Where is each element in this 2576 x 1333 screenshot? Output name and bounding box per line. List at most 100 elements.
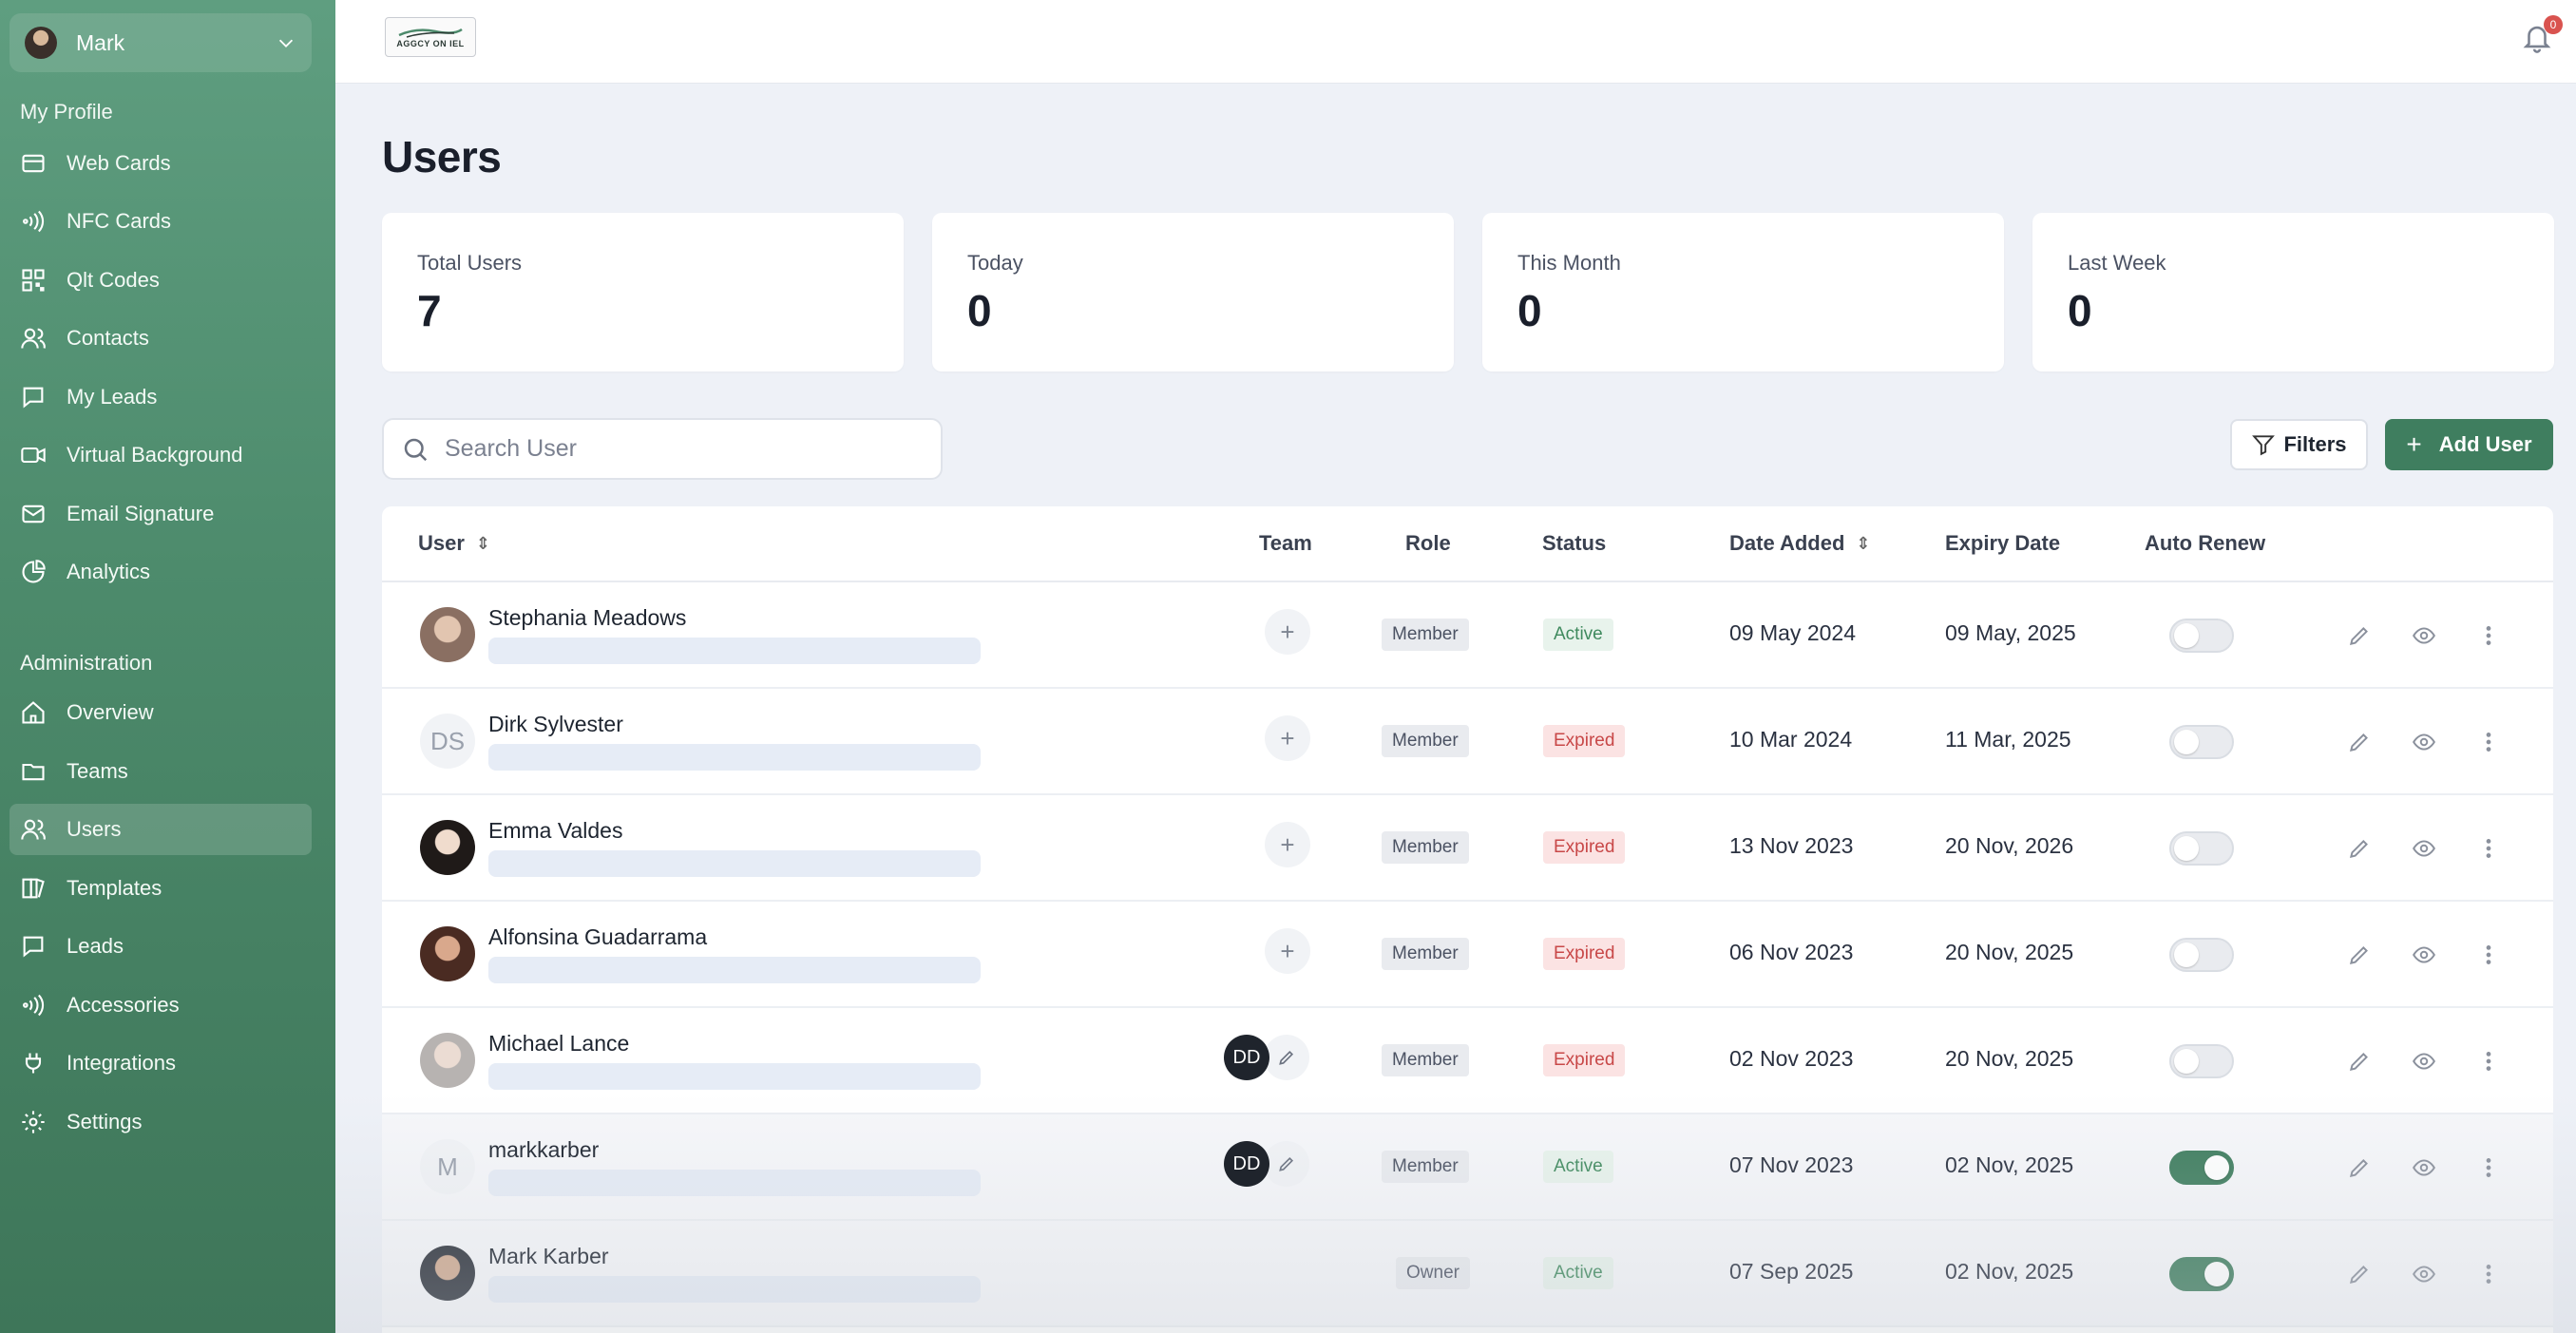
profile-switcher[interactable]: Mark: [10, 13, 312, 72]
mail-icon: [19, 500, 48, 528]
team-chip[interactable]: DD: [1224, 1141, 1269, 1187]
add-team-button[interactable]: +: [1265, 715, 1310, 761]
edit-team-button[interactable]: [1264, 1035, 1309, 1080]
search-icon: [404, 438, 428, 461]
eye-icon: [2413, 1266, 2435, 1283]
more-vertical-icon: [2486, 1265, 2491, 1284]
table-row[interactable]: DS Dirk Sylvester + Member Expired 10 Ma…: [382, 689, 2553, 795]
sidebar-item-settings[interactable]: Settings: [10, 1096, 312, 1148]
user-detail-placeholder: [488, 744, 981, 771]
role-badge: Member: [1382, 619, 1469, 651]
team-chip[interactable]: DD: [1224, 1035, 1269, 1080]
search-box: [382, 418, 943, 480]
pencil-icon: [2349, 733, 2368, 752]
sidebar-item-label: Integrations: [67, 1051, 176, 1075]
view-button[interactable]: [2407, 1044, 2441, 1078]
edit-button[interactable]: [2342, 619, 2376, 653]
add-user-label: Add User: [2438, 432, 2532, 456]
auto-renew-toggle[interactable]: [2169, 619, 2234, 653]
more-options-button[interactable]: [2471, 831, 2506, 866]
search-input[interactable]: [445, 435, 920, 463]
view-button[interactable]: [2407, 619, 2441, 653]
column-header-user[interactable]: User ⇕: [418, 531, 490, 556]
edit-button[interactable]: [2342, 938, 2376, 972]
edit-button[interactable]: [2342, 1151, 2376, 1185]
view-button[interactable]: [2407, 938, 2441, 972]
sidebar-item-overview[interactable]: Overview: [10, 687, 312, 738]
filters-label: Filters: [2283, 432, 2347, 456]
sidebar-item-virtual-background[interactable]: Virtual Background: [10, 429, 312, 481]
column-label: Expiry Date: [1945, 531, 2061, 555]
user-name[interactable]: Emma Valdes: [488, 818, 623, 843]
table-row[interactable]: Stephania Meadows + Member Active 09 May…: [382, 582, 2553, 689]
add-team-button[interactable]: +: [1265, 609, 1310, 655]
stat-card-this-month: This Month 0: [1482, 213, 2004, 371]
view-button[interactable]: [2407, 1257, 2441, 1291]
auto-renew-toggle[interactable]: [2169, 1044, 2234, 1078]
filters-button[interactable]: Filters: [2230, 419, 2368, 470]
column-header-date-added[interactable]: Date Added ⇕: [1729, 531, 1871, 556]
more-options-button[interactable]: [2471, 619, 2506, 653]
status-badge: Active: [1543, 619, 1613, 651]
user-name[interactable]: Mark Karber: [488, 1244, 609, 1268]
company-logo[interactable]: AGGCY ON IEL: [385, 17, 476, 57]
edit-button[interactable]: [2342, 725, 2376, 759]
expiry-date: 02 Nov, 2025: [1945, 1259, 2074, 1284]
pencil-icon: [1279, 1050, 1294, 1065]
view-button[interactable]: [2407, 1151, 2441, 1185]
sidebar-item-email-signature[interactable]: Email Signature: [10, 488, 312, 540]
sidebar-item-integrations[interactable]: Integrations: [10, 1038, 312, 1089]
table-row[interactable]: Michael Lance DD Member Expired 02 Nov 2…: [382, 1008, 2553, 1114]
sidebar-item-web-cards[interactable]: Web Cards: [10, 138, 312, 189]
user-name[interactable]: Michael Lance: [488, 1031, 630, 1056]
sidebar-item-templates[interactable]: Templates: [10, 863, 312, 914]
table-row[interactable]: Emma Valdes + Member Expired 13 Nov 2023…: [382, 795, 2553, 902]
auto-renew-toggle[interactable]: [2169, 1257, 2234, 1291]
more-options-button[interactable]: [2471, 1257, 2506, 1291]
more-options-button[interactable]: [2471, 1044, 2506, 1078]
sidebar-item-users[interactable]: Users: [10, 804, 312, 855]
user-name[interactable]: Alfonsina Guadarrama: [488, 924, 708, 949]
sidebar-item-qr-codes[interactable]: Qlt Codes: [10, 255, 312, 306]
table-row[interactable]: Mark Karber Owner Active 07 Sep 2025 02 …: [382, 1221, 2553, 1327]
status-badge: Expired: [1543, 725, 1626, 757]
user-name[interactable]: Stephania Meadows: [488, 605, 687, 630]
auto-renew-toggle[interactable]: [2169, 1151, 2234, 1185]
home-icon: [19, 698, 48, 727]
add-team-button[interactable]: +: [1265, 822, 1310, 867]
edit-button[interactable]: [2342, 831, 2376, 866]
column-label: Date Added: [1729, 531, 1845, 555]
auto-renew-toggle[interactable]: [2169, 725, 2234, 759]
sidebar-item-nfc-cards[interactable]: NFC Cards: [10, 196, 312, 247]
more-options-button[interactable]: [2471, 725, 2506, 759]
nfc-icon: [19, 207, 48, 236]
user-name[interactable]: Dirk Sylvester: [488, 712, 623, 736]
edit-button[interactable]: [2342, 1044, 2376, 1078]
view-button[interactable]: [2407, 831, 2441, 866]
user-name[interactable]: markkarber: [488, 1137, 600, 1162]
stat-label: This Month: [1517, 251, 1621, 275]
sidebar-item-label: Teams: [67, 759, 128, 783]
sidebar-item-accessories[interactable]: Accessories: [10, 980, 312, 1031]
column-header-status: Status: [1542, 531, 1606, 556]
sidebar-item-leads[interactable]: Leads: [10, 921, 312, 972]
sidebar-item-contacts[interactable]: Contacts: [10, 313, 312, 364]
more-options-button[interactable]: [2471, 938, 2506, 972]
add-team-button[interactable]: +: [1265, 928, 1310, 974]
edit-button[interactable]: [2342, 1257, 2376, 1291]
add-user-button[interactable]: + Add User: [2385, 419, 2553, 470]
bell-icon: [2523, 26, 2551, 53]
table-row[interactable]: M markkarber DD Member Active 07 Nov 202…: [382, 1114, 2553, 1221]
edit-team-button[interactable]: [1264, 1141, 1309, 1187]
user-detail-placeholder: [488, 1063, 981, 1090]
notifications-button[interactable]: 0: [2521, 15, 2563, 57]
table-row[interactable]: Alfonsina Guadarrama + Member Expired 06…: [382, 902, 2553, 1008]
auto-renew-toggle[interactable]: [2169, 938, 2234, 972]
view-button[interactable]: [2407, 725, 2441, 759]
auto-renew-toggle[interactable]: [2169, 831, 2234, 866]
sidebar-item-analytics[interactable]: Analytics: [10, 546, 312, 598]
logo-swoosh-icon: [398, 28, 463, 38]
sidebar-item-teams[interactable]: Teams: [10, 746, 312, 797]
sidebar-item-my-leads[interactable]: My Leads: [10, 371, 312, 423]
more-options-button[interactable]: [2471, 1151, 2506, 1185]
